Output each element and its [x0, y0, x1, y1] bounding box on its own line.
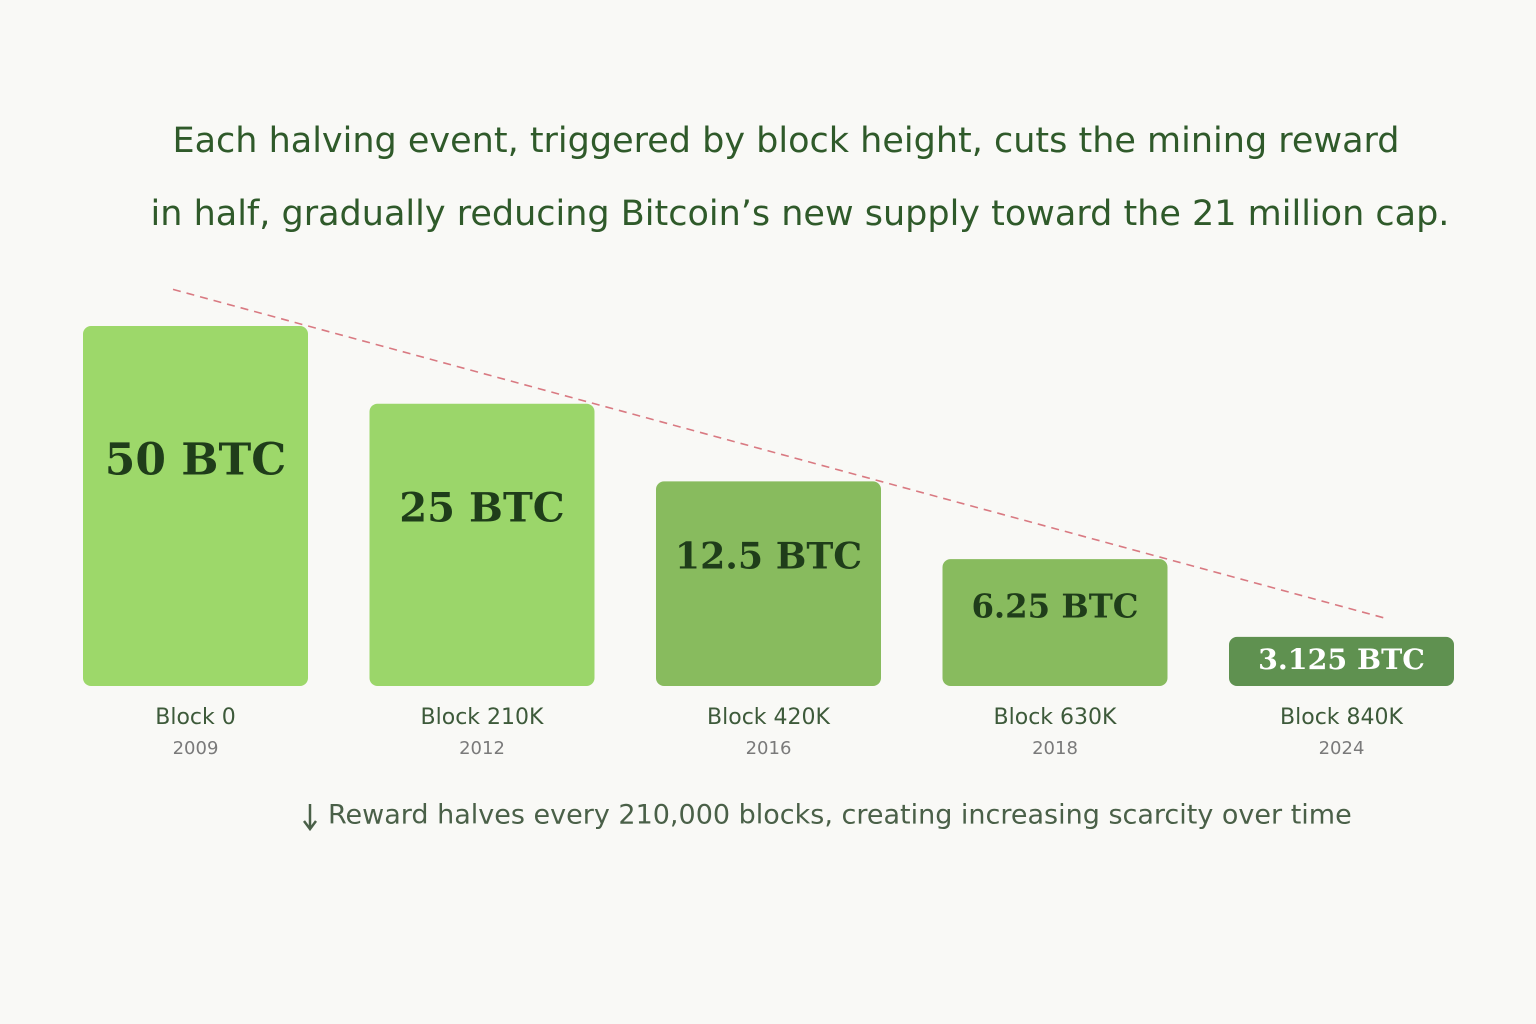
data-label: 12.5 BTC	[675, 535, 862, 578]
note-arrow	[303, 804, 317, 832]
bar	[942, 559, 1168, 686]
x-tick-label: Block 0	[155, 705, 236, 730]
year-label: 2024	[1319, 738, 1365, 759]
year-label: 2009	[173, 738, 219, 759]
data-label: 25 BTC	[399, 484, 564, 531]
year-label: 2012	[459, 738, 505, 759]
data-label: 6.25 BTC	[971, 588, 1138, 626]
chart-title: in half, gradually reducing Bitcoin’s ne…	[151, 194, 1450, 234]
bar	[656, 481, 881, 686]
bar	[1229, 636, 1454, 686]
annotation: Reward halves every 210,000 blocks, crea…	[328, 800, 1352, 831]
data-label: 50 BTC	[105, 434, 287, 485]
year-label: 2018	[1032, 738, 1078, 759]
x-tick-label: Block 630K	[994, 705, 1117, 730]
data-label: 3.125 BTC	[1258, 642, 1425, 676]
bar	[369, 403, 595, 686]
x-tick-label: Block 210K	[421, 705, 544, 730]
chart-title: Each halving event, triggered by block h…	[172, 121, 1399, 161]
x-tick-label: Block 420K	[707, 705, 830, 730]
year-label: 2016	[746, 738, 792, 759]
x-tick-label: Block 840K	[1280, 705, 1403, 730]
bar	[83, 326, 308, 686]
